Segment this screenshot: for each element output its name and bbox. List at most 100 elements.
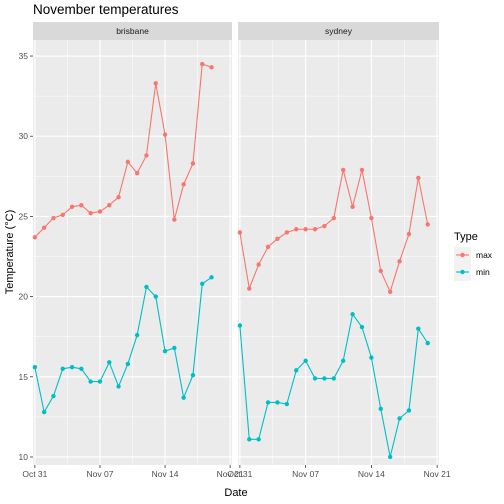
facet-panel-sydney: sydney [237,22,439,465]
data-point-max [41,225,47,230]
data-point-min [97,379,103,384]
data-point-max [350,204,355,209]
gridlines-sydney [238,40,439,465]
data-point-max [209,65,214,70]
legend-entries: max min [454,247,493,281]
y-tick-label: 15 [19,372,29,382]
data-point-max [387,289,393,294]
data-point-min [32,364,38,370]
data-point-min [116,384,121,389]
data-point-max [303,227,308,232]
data-point-min [294,368,299,373]
data-point-min [69,364,75,370]
data-point-min [340,358,346,363]
data-point-min [284,401,290,407]
data-point-max [144,153,149,158]
data-point-max [200,61,205,67]
data-point-min [425,340,430,346]
data-point-max [97,209,103,214]
data-point-max [32,235,38,240]
legend: Type max min [454,231,493,281]
legend-key-point-min [460,269,465,275]
data-point-min [51,393,56,399]
data-point-max [162,132,168,137]
data-point-max [397,259,402,264]
data-point-min [134,332,140,338]
data-point-min [275,400,280,405]
data-point-max [284,230,290,235]
data-point-min [416,326,421,331]
data-point-min [322,376,327,381]
x-tick-label: Nov 07 [86,469,113,479]
data-point-min [331,376,337,381]
data-point-max [378,268,383,274]
data-point-min [312,376,318,381]
data-point-max [294,227,299,232]
data-point-min [369,355,374,360]
data-point-min [397,416,402,421]
facet-panel-brisbane: brisbane [32,22,232,465]
data-point-min [303,358,308,363]
x-tick-label: Nov 07 [292,469,319,479]
chart-title: November temperatures [33,2,179,17]
data-point-min [181,395,186,400]
y-axis-title: Temperature (°C) [4,210,16,294]
data-point-min [247,437,252,442]
data-point-min [200,281,205,286]
data-point-min [237,323,243,328]
legend-key-point-max [460,252,465,258]
data-point-max [247,286,252,291]
data-point-min [350,312,355,317]
data-point-max [369,215,374,221]
data-point-max [60,212,65,218]
data-point-min [79,366,84,371]
data-point-max [116,194,121,200]
data-point-max [416,175,421,181]
data-point-max [275,236,280,242]
data-point-max [425,222,430,227]
data-point-max [153,81,158,86]
x-tick-label: Nov 21 [217,469,244,479]
data-point-max [172,217,177,222]
legend-label-max: max [476,250,493,260]
data-point-min [387,454,393,460]
x-tick-label: Nov 21 [424,469,451,479]
legend-title: Type [454,231,478,243]
data-point-min [256,437,261,442]
data-point-max [69,204,75,209]
data-point-max [359,167,365,173]
data-point-max [331,215,337,221]
series-points-brisbane [32,61,214,415]
data-point-min [144,284,149,290]
data-point-min [60,366,65,371]
legend-label-min: min [476,267,490,277]
data-point-min [162,348,168,354]
data-point-max [51,215,56,221]
x-tick-label: Nov 14 [152,469,179,479]
data-point-max [181,182,186,187]
data-point-max [256,262,261,267]
data-point-min [378,406,383,412]
y-tick-label: 10 [19,452,29,462]
y-tick-label: 25 [19,211,29,221]
data-point-min [190,372,196,378]
facet-label-brisbane: brisbane [116,26,149,36]
y-tick-label: 35 [19,51,29,61]
data-point-min [359,324,365,330]
data-point-min [125,361,131,367]
data-point-min [88,379,93,384]
data-point-min [265,400,271,405]
facet-label-sydney: sydney [325,26,353,36]
data-point-max [312,227,318,232]
facet-strip-brisbane [33,22,232,40]
data-point-max [237,230,243,235]
facet-strip-sydney [238,22,439,40]
data-point-max [107,202,112,208]
data-point-max [340,167,346,173]
x-axis-title: Date [224,487,247,499]
data-point-max [406,231,412,237]
x-tick-label: Oct 31 [227,469,252,479]
data-point-min [153,294,158,299]
